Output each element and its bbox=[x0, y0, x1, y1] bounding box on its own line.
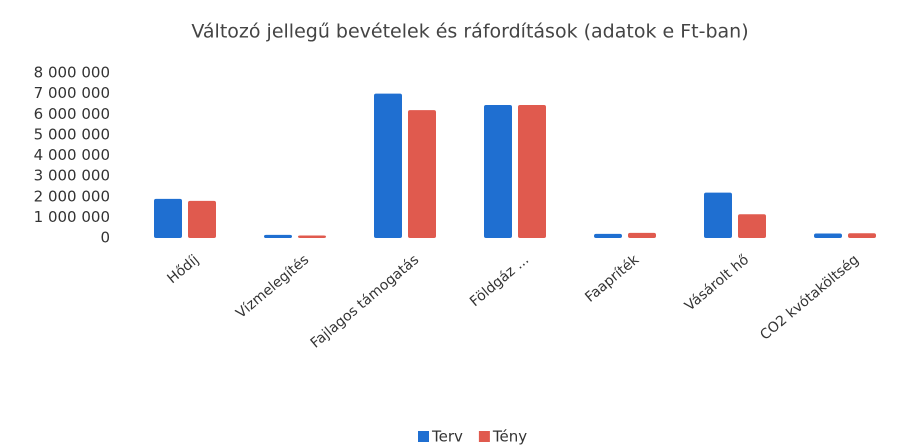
y-tick-label: 7 000 000 bbox=[34, 84, 110, 102]
x-tick-label: Hődíj bbox=[164, 252, 202, 287]
y-tick-label: 6 000 000 bbox=[34, 105, 110, 123]
legend-label: Terv bbox=[431, 428, 463, 446]
bar bbox=[704, 192, 732, 238]
y-tick-label: 5 000 000 bbox=[34, 125, 110, 143]
bar bbox=[738, 214, 766, 238]
bar bbox=[628, 232, 656, 238]
bar bbox=[374, 93, 402, 238]
y-tick-label: 4 000 000 bbox=[34, 146, 110, 164]
bar bbox=[594, 233, 622, 238]
bar bbox=[518, 104, 546, 238]
x-tick-label: Faapríték bbox=[582, 251, 643, 305]
chart-title: Változó jellegű bevételek és ráfordításo… bbox=[191, 21, 748, 43]
x-tick-label: Fajlagos támogatás bbox=[308, 252, 422, 352]
y-tick-label: 1 000 000 bbox=[34, 208, 110, 226]
x-tick-label: Vásárolt hő bbox=[682, 252, 752, 315]
bar bbox=[264, 234, 292, 238]
legend-swatch bbox=[478, 431, 490, 442]
bar bbox=[484, 104, 512, 238]
bar bbox=[814, 233, 842, 238]
bar bbox=[848, 233, 876, 238]
y-tick-label: 3 000 000 bbox=[34, 167, 110, 185]
bar bbox=[408, 110, 436, 238]
y-tick-label: 2 000 000 bbox=[34, 187, 110, 205]
bar bbox=[188, 200, 216, 238]
x-tick-label: CO2 kvótaköltség bbox=[757, 252, 862, 344]
legend-label: Tény bbox=[492, 428, 527, 446]
y-tick-label: 8 000 000 bbox=[34, 64, 110, 82]
x-tick-label: Vízmelegítés bbox=[233, 252, 312, 322]
y-tick-label: 0 bbox=[100, 229, 110, 247]
x-tick-label: Földgáz ... bbox=[467, 252, 532, 310]
legend-swatch bbox=[418, 431, 429, 442]
bar bbox=[154, 198, 182, 238]
bar bbox=[298, 235, 326, 238]
